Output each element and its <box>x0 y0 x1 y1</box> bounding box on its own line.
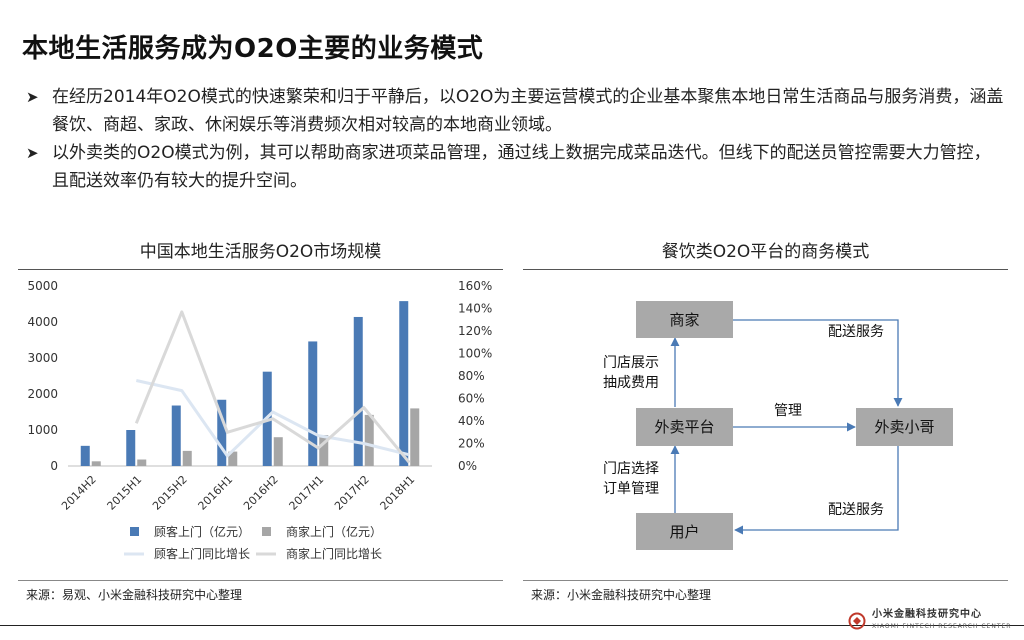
edge-label: 管理 <box>774 403 802 419</box>
edge-label: 订单管理 <box>603 481 659 497</box>
x-tick-label: 2018H1 <box>378 473 418 513</box>
y-left-tick-label: 5000 <box>27 279 58 293</box>
chart-source-rule <box>18 580 503 581</box>
y-right-tick-label: 60% <box>458 392 485 406</box>
bar-customer-visit <box>171 405 181 466</box>
bar-merchant-visit <box>182 450 192 466</box>
bar-customer-visit <box>80 445 90 466</box>
edge-label: 门店选择 <box>603 461 659 477</box>
legend-label: 商家上门（亿元） <box>286 524 382 539</box>
chart-title-rule <box>18 269 503 270</box>
legend-label: 顾客上门同比增长 <box>154 546 250 561</box>
bar-merchant-visit <box>319 435 329 466</box>
bar-customer-visit <box>308 341 318 466</box>
node-label: 外卖平台 <box>654 418 714 436</box>
footer-rule <box>0 625 1024 626</box>
edge-label: 门店展示 <box>603 355 659 371</box>
legend-swatch <box>262 527 271 536</box>
edge-courier-user <box>734 446 899 535</box>
x-tick-label: 2015H1 <box>105 473 145 513</box>
bullet-arrow-icon: ➤ <box>26 144 39 162</box>
y-left-tick-label: 0 <box>50 459 58 473</box>
node-label: 商家 <box>669 311 699 329</box>
y-left-tick-label: 3000 <box>27 351 58 365</box>
bar-merchant-visit <box>410 408 420 466</box>
x-tick-label: 2016H1 <box>196 473 236 513</box>
y-right-tick-label: 0% <box>458 459 477 473</box>
bullet-item: ➤ 在经历2014年O2O模式的快速繁荣和归于平静后，以O2O为主要运营模式的企… <box>26 83 1006 139</box>
bar-customer-visit <box>353 316 363 466</box>
node-merchant: 商家 <box>636 301 733 338</box>
edge-label: 配送服务 <box>828 502 884 518</box>
legend-swatch <box>130 527 139 536</box>
node-courier: 外卖小哥 <box>856 408 953 446</box>
chart-source: 来源：易观、小米金融科技研究中心整理 <box>26 588 243 602</box>
bullet-text: 在经历2014年O2O模式的快速繁荣和归于平静后，以O2O为主要运营模式的企业基… <box>52 87 1004 135</box>
bar-customer-visit <box>399 301 409 466</box>
chart-title: 中国本地生活服务O2O市场规模 <box>139 242 382 262</box>
edge-label: 配送服务 <box>828 324 884 340</box>
y-left-tick-label: 2000 <box>27 387 58 401</box>
bar-merchant-visit <box>91 461 101 466</box>
logo-text: 小米金融科技研究中心 XIAOMI FINTECH RESEARCH CENTE… <box>872 609 1011 633</box>
node-label: 用户 <box>669 523 699 541</box>
bar-merchant-visit <box>364 414 374 466</box>
business-model-diagram: 商家 外卖平台 外卖小哥 用户 配送服务 门店展示 抽成费用 管理 门店选择 订… <box>603 301 953 550</box>
y-right-tick-label: 20% <box>458 437 485 451</box>
line-customer-growth <box>135 379 410 458</box>
legend-label: 商家上门同比增长 <box>286 546 382 561</box>
bar-customer-visit <box>126 430 136 466</box>
logo-subtitle: XIAOMI FINTECH RESEARCH CENTER <box>872 623 1012 630</box>
node-platform: 外卖平台 <box>636 408 733 446</box>
bar-merchant-visit <box>273 437 283 466</box>
diagram-source-rule <box>523 580 1008 581</box>
market-size-chart: 5000 4000 3000 2000 1000 0 160% 140% 120% 100% 80%… <box>27 279 492 561</box>
logo-icon <box>848 612 866 630</box>
y-right-tick-label: 100% <box>458 347 492 361</box>
y-right-tick-label: 120% <box>458 324 492 338</box>
diagram-title: 餐饮类O2O平台的商务模式 <box>661 242 870 262</box>
legend-label: 顾客上门（亿元） <box>154 524 250 539</box>
bullet-arrow-icon: ➤ <box>26 88 39 106</box>
diagram-source: 来源：小米金融科技研究中心整理 <box>531 588 712 602</box>
y-right-tick-label: 140% <box>458 302 492 316</box>
bar-merchant-visit <box>137 459 147 466</box>
logo-title: 小米金融科技研究中心 <box>872 609 982 620</box>
footer-logo: 小米金融科技研究中心 XIAOMI FINTECH RESEARCH CENTE… <box>848 609 1011 633</box>
x-tick-label: 2014H2 <box>59 473 99 513</box>
x-tick-label: 2017H1 <box>287 473 327 513</box>
page-title: 本地生活服务成为O2O主要的业务模式 <box>22 34 484 64</box>
edge-label: 抽成费用 <box>603 375 659 391</box>
bar-merchant-visit <box>228 451 238 466</box>
y-left-tick-label: 1000 <box>27 423 58 437</box>
y-left-tick-label: 4000 <box>27 315 58 329</box>
bullet-item: ➤ 以外卖类的O2O模式为例，其可以帮助商家进项菜品管理，通过线上数据完成菜品迭… <box>26 139 1006 195</box>
node-user: 用户 <box>636 513 733 550</box>
diagram-title-rule <box>523 269 1008 270</box>
y-right-tick-label: 160% <box>458 279 492 293</box>
y-right-tick-label: 40% <box>458 414 485 428</box>
node-label: 外卖小哥 <box>874 418 934 436</box>
bullet-text: 以外卖类的O2O模式为例，其可以帮助商家进项菜品管理，通过线上数据完成菜品迭代。… <box>52 143 991 191</box>
y-right-tick-label: 80% <box>458 369 485 383</box>
edge-merchant-courier <box>733 319 903 407</box>
line-merchant-growth <box>134 310 411 464</box>
bullet-list: ➤ 在经历2014年O2O模式的快速繁荣和归于平静后，以O2O为主要运营模式的企… <box>26 83 1006 195</box>
x-tick-label: 2017H2 <box>332 473 372 513</box>
x-tick-label: 2015H2 <box>150 473 190 513</box>
x-tick-label: 2016H2 <box>241 473 281 513</box>
bar-customer-visit <box>217 399 227 466</box>
